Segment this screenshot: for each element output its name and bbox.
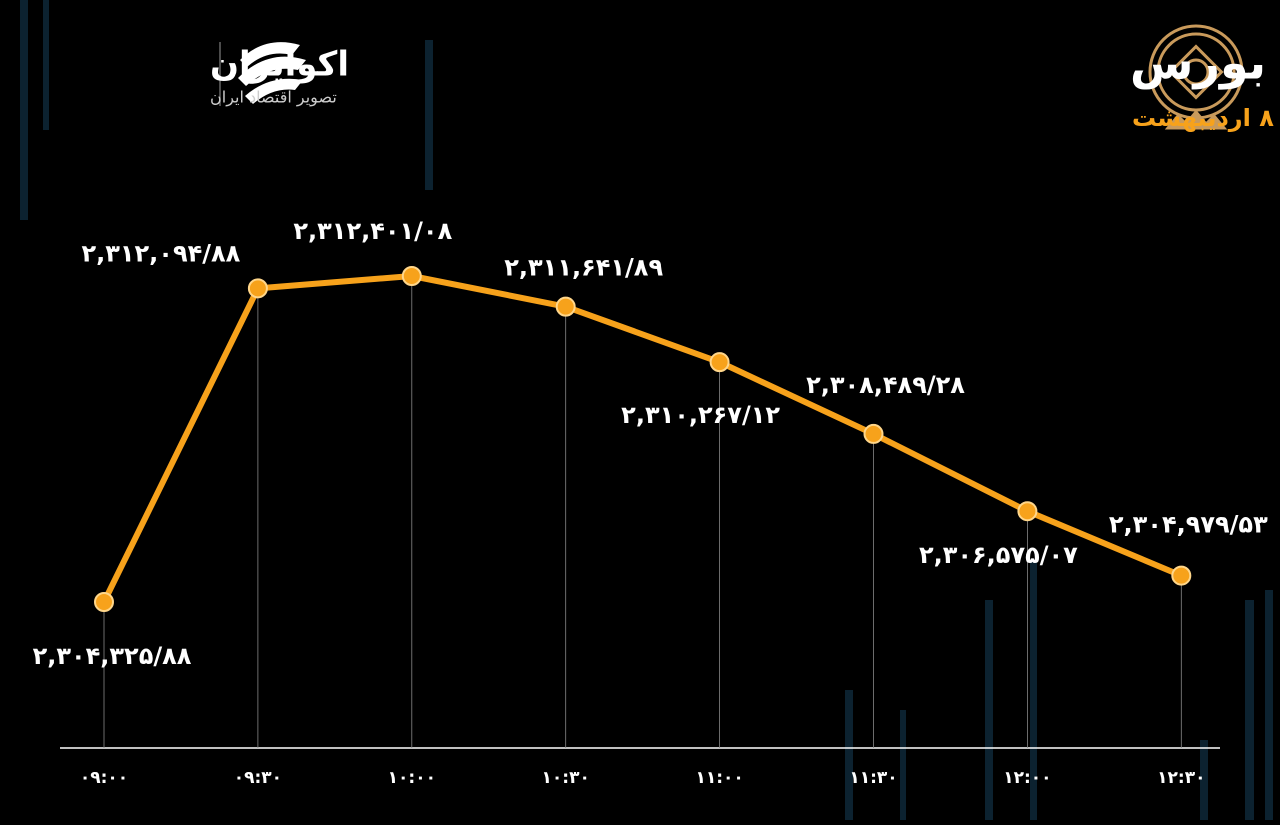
x-tick-label: ۱۱:۰۰ — [695, 768, 743, 788]
x-tick-label: ۰۹:۳۰ — [234, 768, 282, 788]
background-decoration — [20, 0, 1273, 820]
data-label: ۲,۳۰۴,۳۲۵/۸۸ — [33, 642, 192, 670]
data-label: ۲,۳۱۰,۲۶۷/۱۲ — [621, 401, 780, 429]
x-tick-label: ۱۰:۳۰ — [542, 768, 590, 788]
x-tick-label: ۱۲:۰۰ — [1003, 768, 1051, 788]
x-tick-label: ۱۱:۳۰ — [849, 768, 897, 788]
x-tick-label: ۰۹:۰۰ — [80, 768, 128, 788]
data-point — [863, 423, 884, 444]
series-line — [101, 273, 1183, 604]
brand-logo: اکوایران تصویر اقتصاد ایران — [210, 42, 349, 108]
data-point — [1017, 501, 1038, 522]
data-label: ۲,۳۱۲,۴۰۱/۰۸ — [293, 217, 452, 245]
brand-icon — [238, 42, 306, 104]
data-label: ۲,۳۱۱,۶۴۱/۸۹ — [504, 254, 663, 282]
data-point — [401, 266, 422, 286]
data-point — [555, 296, 576, 317]
data-point — [709, 352, 730, 373]
data-point — [1171, 565, 1192, 586]
data-label: ۲,۳۱۲,۰۹۴/۸۸ — [81, 239, 240, 267]
chart-title: روند شاخص کل بورس — [1130, 36, 1280, 90]
data-label: ۲,۳۰۸,۴۸۹/۲۸ — [806, 371, 965, 399]
exchange-emblem — [1148, 24, 1244, 130]
brand-tagline: تصویر اقتصاد ایران — [210, 88, 337, 108]
data-point — [94, 592, 114, 612]
brand-name: اکوایران — [210, 45, 349, 85]
data-point — [247, 278, 268, 299]
chart-subtitle: شنبه ۸ اردیبهشت — [1132, 104, 1280, 132]
x-tick-label: ۱۲:۳۰ — [1157, 768, 1205, 788]
data-label: ۲,۳۰۴,۹۷۹/۵۳ — [1109, 511, 1268, 539]
x-tick-label: ۱۰:۰۰ — [388, 768, 436, 788]
data-label: ۲,۳۰۶,۵۷۵/۰۷ — [919, 541, 1078, 569]
